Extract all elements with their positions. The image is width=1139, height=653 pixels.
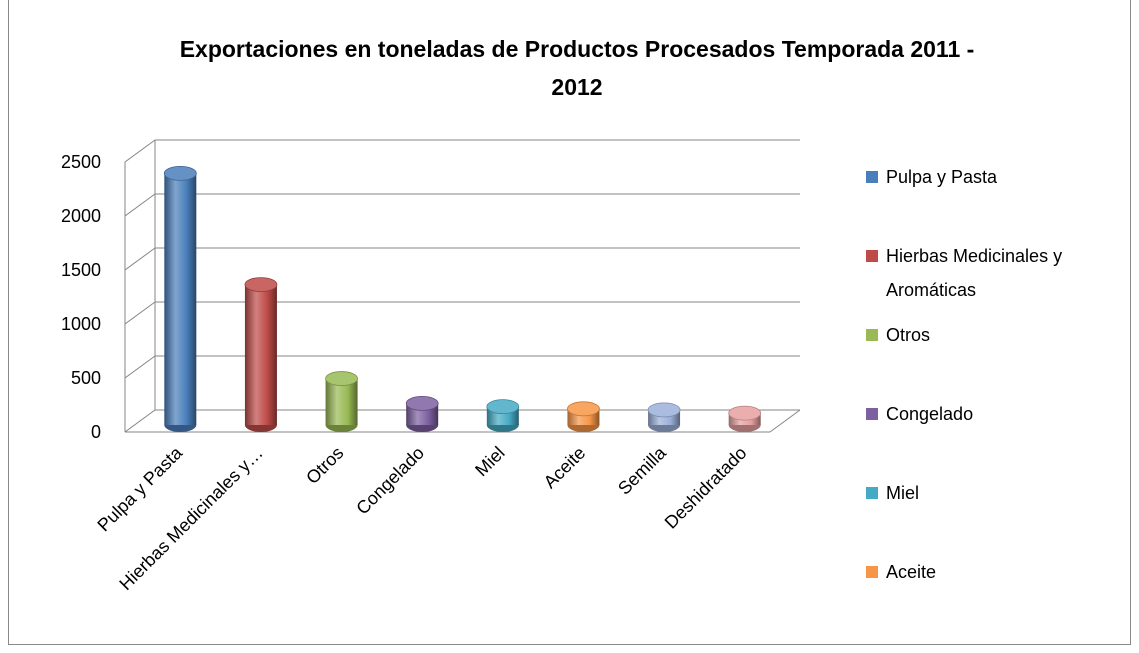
x-tick-label: Otros <box>302 443 347 488</box>
chart-frame <box>8 0 1131 645</box>
y-tick-label: 500 <box>71 368 101 388</box>
legend-label: Pulpa y Pasta <box>886 167 998 187</box>
bar-top <box>728 405 762 421</box>
grid-line <box>124 355 156 379</box>
x-tick-label: Aceite <box>540 443 590 493</box>
legend-item: Miel <box>866 480 1126 510</box>
grid-line <box>124 409 156 433</box>
legend-label: Congelado <box>886 404 974 424</box>
grid-line <box>124 247 156 271</box>
legend-item: Pulpa y Pasta <box>866 164 1126 194</box>
x-tick-label: Semilla <box>614 442 671 499</box>
bar <box>325 378 358 425</box>
y-tick-label: 2000 <box>61 206 101 226</box>
axis-line <box>769 409 801 433</box>
bar <box>164 173 197 425</box>
bar-top <box>163 165 197 181</box>
bar-top <box>325 371 358 386</box>
legend-swatch <box>866 408 878 420</box>
x-tick-label: Miel <box>471 443 508 480</box>
legend-item: Congelado <box>866 401 1126 431</box>
bar-top <box>486 399 520 415</box>
bar-top <box>405 395 439 411</box>
grid-line <box>124 193 156 217</box>
chart-title: Exportaciones en toneladas de Productos … <box>179 36 975 100</box>
legend-item: Hierbas Medicinales y Aromáticas <box>866 243 1126 307</box>
bar-top <box>647 402 681 418</box>
x-tick-label: Deshidratado <box>661 443 751 533</box>
bar-top <box>567 401 600 417</box>
legend-label: Aceite <box>886 562 937 582</box>
legend-label: Hierbas Medicinales y Aromáticas <box>886 246 1063 300</box>
y-tick-label: 1000 <box>61 314 101 334</box>
legend-swatch <box>866 250 878 262</box>
legend-swatch <box>866 487 878 499</box>
legend-label: Miel <box>886 483 920 503</box>
legend-item: Aceite <box>866 559 1126 589</box>
y-tick-label: 0 <box>91 422 101 442</box>
grid-line <box>124 301 156 325</box>
legend-label: Otros <box>886 325 931 345</box>
legend-swatch <box>866 171 878 183</box>
grid-line <box>124 139 156 163</box>
bar-top <box>244 277 278 293</box>
x-tick-label: Congelado <box>352 443 428 519</box>
x-tick-label: Hierbas Medicinales y… <box>115 443 266 594</box>
legend-swatch <box>866 329 878 341</box>
y-tick-label: 1500 <box>61 260 101 280</box>
legend-item: Otros <box>866 322 1126 352</box>
legend-swatch <box>866 566 878 578</box>
y-tick-label: 2500 <box>61 152 101 172</box>
bar <box>244 284 277 425</box>
